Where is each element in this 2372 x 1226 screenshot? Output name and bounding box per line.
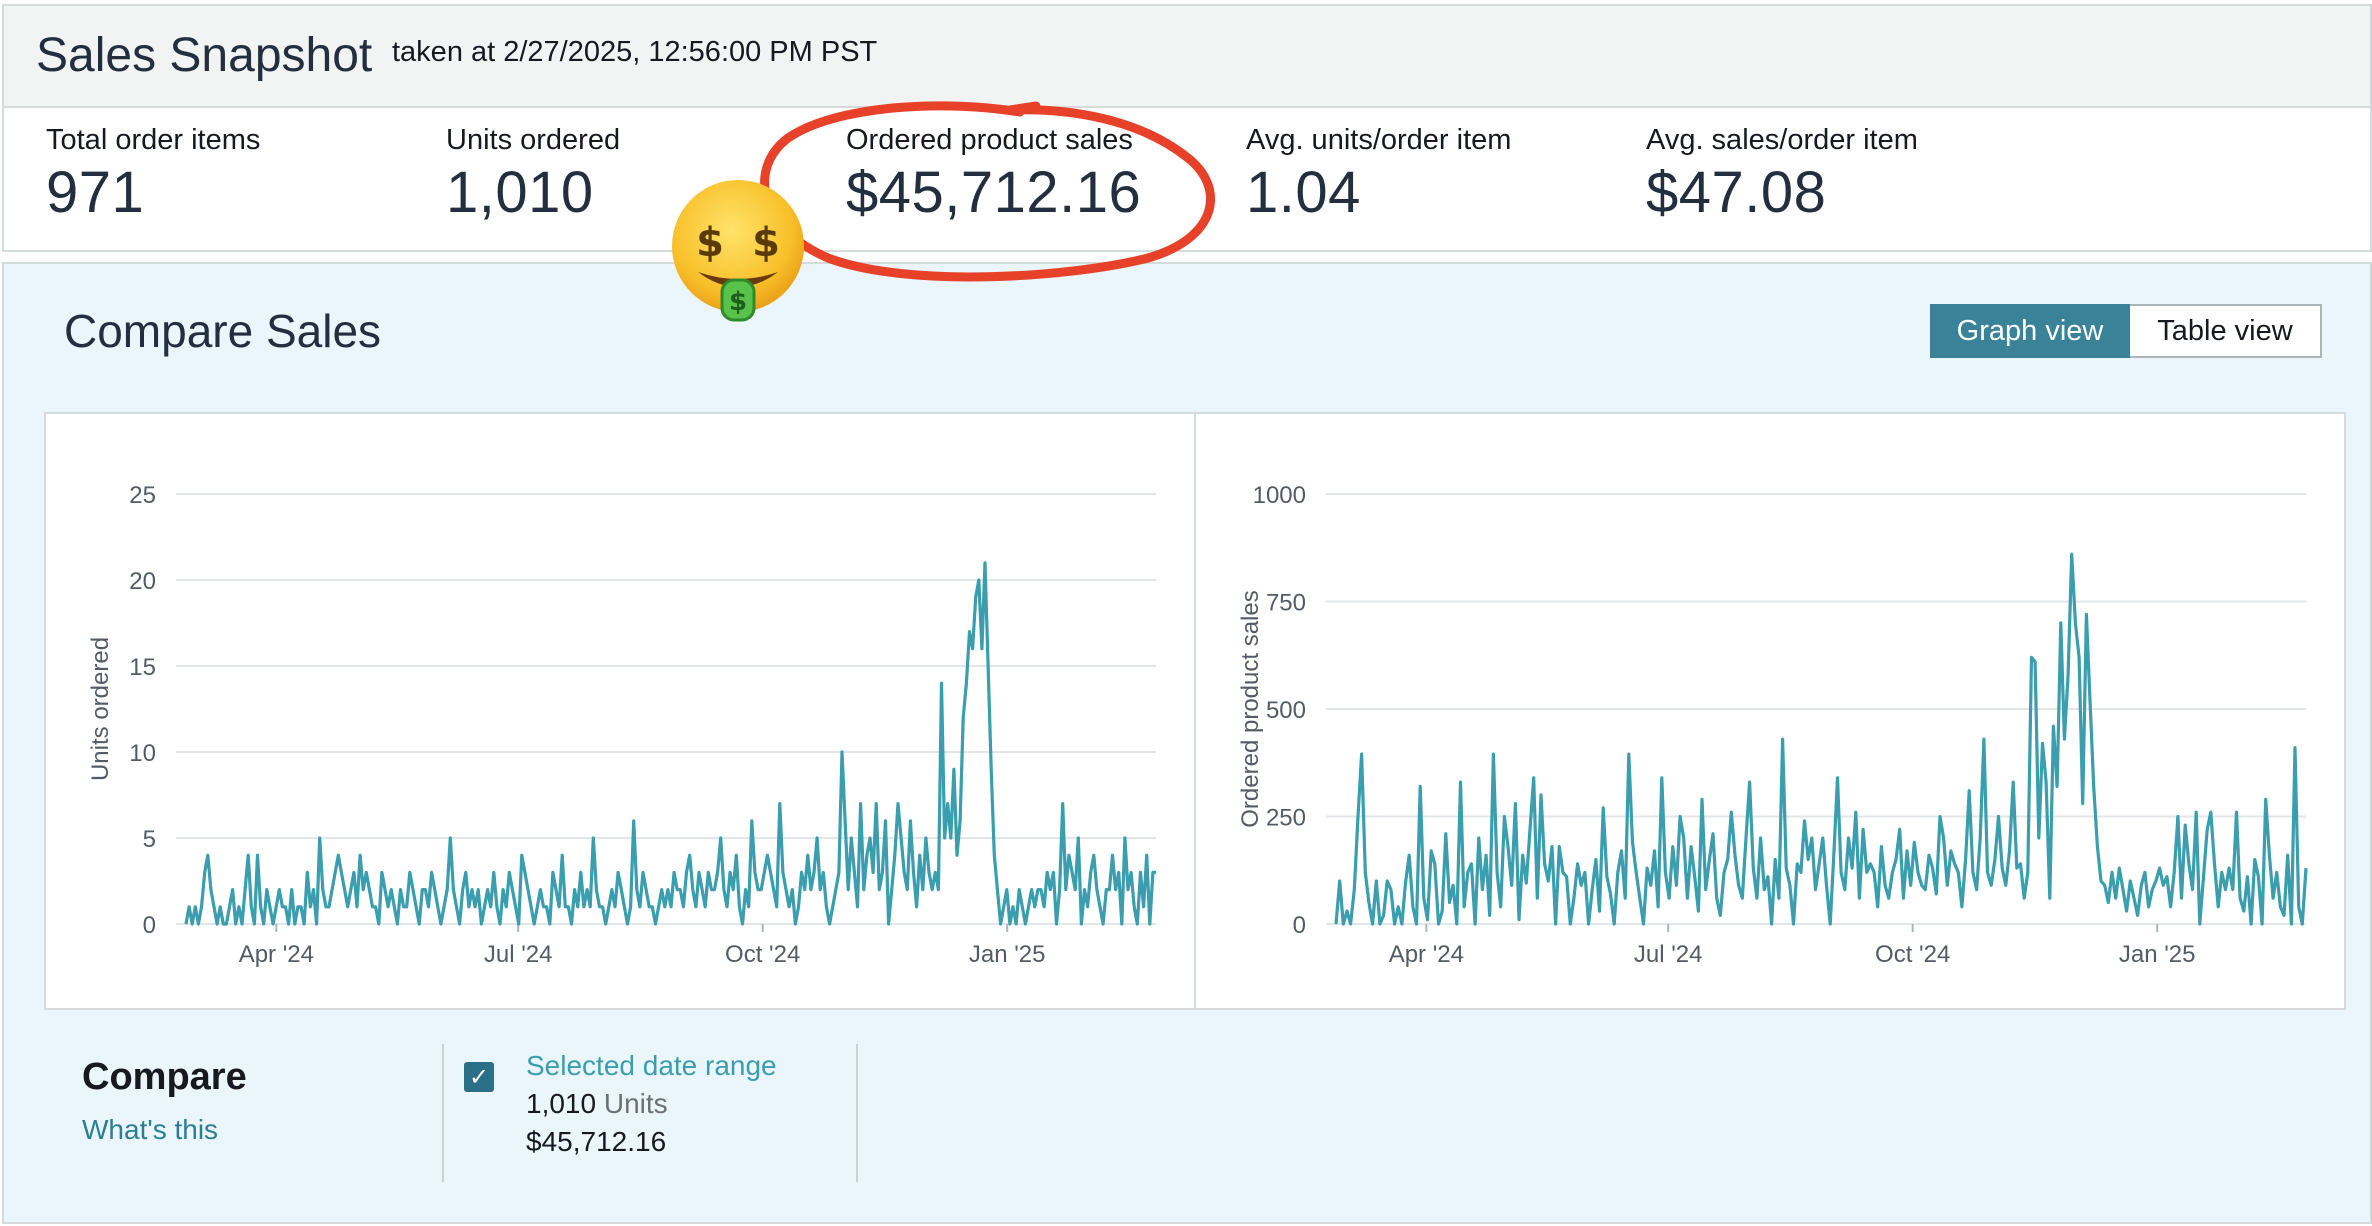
- divider: [442, 1044, 444, 1182]
- svg-text:$: $: [729, 287, 747, 317]
- compare-label: Compare: [82, 1056, 247, 1098]
- y-tick-label: 500: [1266, 697, 1306, 724]
- x-tick-label: Jul '24: [484, 941, 553, 968]
- metric-label: Total order items: [46, 124, 261, 156]
- y-tick-label: 5: [143, 826, 156, 853]
- snapshot-timestamp: taken at 2/27/2025, 12:56:00 PM PST: [392, 36, 878, 68]
- x-tick-label: Jul '24: [1634, 941, 1703, 968]
- series-line: [1334, 552, 2308, 926]
- metric-value: 1.04: [1246, 160, 1361, 225]
- compare-footer: Compare What's this ✓ Selected date rang…: [4, 1034, 2370, 1224]
- x-tick-label: Oct '24: [1875, 941, 1950, 968]
- y-tick-label: 1000: [1253, 482, 1306, 509]
- y-tick-label: 0: [1293, 912, 1306, 939]
- money-mouth-face-icon: $ $ $: [672, 180, 804, 322]
- metric-units-ordered: Units ordered 1,010: [446, 124, 620, 226]
- metric-value: 1,010: [446, 160, 594, 225]
- page-title: Sales Snapshot: [36, 29, 373, 82]
- svg-text:$: $: [696, 220, 724, 266]
- metric-value: $47.08: [1646, 160, 1827, 225]
- y-tick-label: 25: [129, 482, 156, 509]
- x-tick-label: Oct '24: [725, 941, 800, 968]
- metric-value: $45,712.16: [846, 160, 1142, 225]
- units-ordered-chart: 0 5 10 15 20 25 Apr '24 Jul '24 Oct '24 Jan '25 Un…: [87, 482, 1156, 968]
- y-tick-label: 0: [143, 912, 156, 939]
- range-units-word: Units: [603, 1088, 668, 1119]
- metric-label: Avg. units/order item: [1246, 124, 1512, 156]
- metric-ordered-product-sales: Ordered product sales $45,712.16: [846, 124, 1141, 226]
- table-view-button[interactable]: Table view: [2130, 304, 2322, 358]
- metric-label: Avg. sales/order item: [1646, 124, 1918, 156]
- divider: [856, 1044, 858, 1182]
- whats-this-link[interactable]: What's this: [82, 1114, 219, 1145]
- metric-value: 971: [46, 160, 145, 225]
- chart-divider: [1194, 414, 1196, 1008]
- svg-text:$: $: [752, 220, 780, 266]
- metric-total-order-items: Total order items 971: [46, 124, 260, 226]
- range-sales-value: $45,712.16: [526, 1126, 667, 1157]
- x-tick-label: Jan '25: [2119, 941, 2196, 968]
- sales-snapshot-header: Sales Snapshot taken at 2/27/2025, 12:56…: [2, 4, 2372, 108]
- compare-sales-panel: Compare Sales Graph view Table view 0 5 10…: [2, 262, 2372, 1224]
- y-tick-label: 15: [129, 654, 156, 681]
- x-tick-label: Jan '25: [969, 941, 1046, 968]
- view-toggle: Graph view Table view: [1930, 304, 2322, 358]
- charts-container: 0 5 10 15 20 25 Apr '24 Jul '24 Oct '24 Jan '25 Un…: [44, 412, 2346, 1010]
- y-tick-label: 20: [129, 568, 156, 595]
- metric-avg-units-per-order-item: Avg. units/order item 1.04: [1246, 124, 1511, 226]
- metric-label: Units ordered: [446, 124, 621, 156]
- x-tick-label: Apr '24: [1389, 941, 1464, 968]
- metric-avg-sales-per-order-item: Avg. sales/order item $47.08: [1646, 124, 1918, 226]
- x-tick-label: Apr '24: [239, 941, 314, 968]
- selected-date-range-checkbox[interactable]: ✓: [464, 1062, 494, 1092]
- metric-label: Ordered product sales: [846, 124, 1133, 156]
- range-units: 1,010 Units: [526, 1088, 668, 1120]
- selected-date-range-label[interactable]: Selected date range: [526, 1050, 777, 1081]
- series-line: [184, 561, 1156, 926]
- y-tick-label: 10: [129, 740, 156, 767]
- compare-sales-title: Compare Sales: [64, 305, 382, 357]
- y-tick-label: 250: [1266, 805, 1306, 832]
- range-units-value: 1,010: [526, 1088, 597, 1119]
- y-axis-label: Units ordered: [87, 637, 114, 781]
- metrics-row: Total order items 971 Units ordered 1,01…: [2, 108, 2372, 252]
- check-icon: ✓: [468, 1063, 490, 1091]
- ordered-product-sales-chart: 0 250 500 750 1000 Apr '24 Jul '24 Oct '24 Jan '…: [1237, 482, 2308, 968]
- y-tick-label: 750: [1266, 590, 1306, 617]
- graph-view-button[interactable]: Graph view: [1930, 304, 2130, 358]
- y-axis-label: Ordered product sales: [1237, 590, 1264, 827]
